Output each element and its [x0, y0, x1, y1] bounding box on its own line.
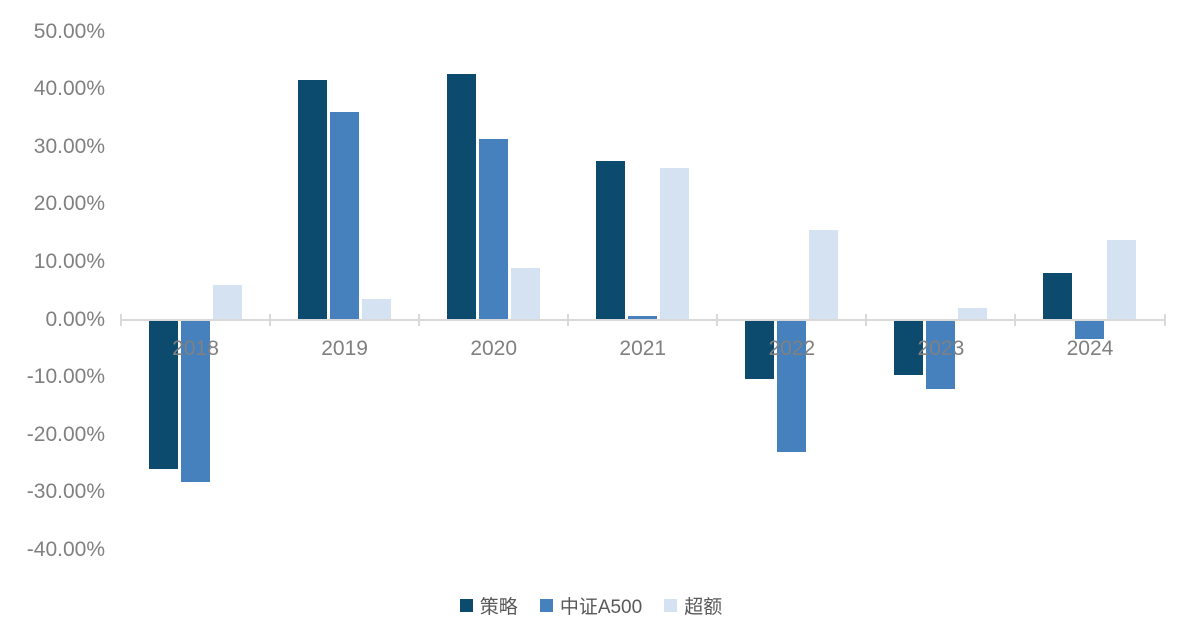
legend-item-csi-a500: 中证A500 — [539, 592, 643, 619]
bar-s0-2023 — [894, 319, 924, 375]
y-axis-tick-label: 50.00% — [33, 19, 105, 43]
bar-s2-2021 — [660, 168, 690, 320]
bar-s1-2021 — [628, 316, 658, 320]
x-axis-category-label: 2018 — [172, 337, 219, 360]
bar-s2-2018 — [213, 284, 243, 320]
bar-s2-2023 — [958, 307, 988, 320]
bar-s0-2018 — [149, 319, 179, 469]
y-axis-tick-label: 0.00% — [45, 307, 105, 331]
bar-s1-2024 — [1075, 319, 1105, 339]
bar-s0-2019 — [298, 80, 328, 320]
y-axis-tick-label: 20.00% — [33, 192, 105, 216]
legend-label-strategy: 策略 — [479, 597, 518, 618]
bar-s2-2019 — [362, 299, 392, 320]
y-axis-tick-label: 30.00% — [33, 134, 105, 158]
y-axis-tick-label: -40.00% — [26, 537, 105, 561]
x-axis-category-label: 2021 — [619, 337, 667, 360]
x-axis-tick — [1163, 313, 1166, 326]
legend-swatch-excess — [664, 599, 678, 612]
y-axis-tick-label: -20.00% — [26, 422, 105, 446]
x-axis-category-label: 2019 — [321, 337, 368, 360]
chart-legend: 策略 中证A500 超额 — [0, 592, 1182, 619]
x-axis-category-label: 2023 — [917, 337, 965, 360]
bar-s2-2020 — [511, 267, 541, 320]
legend-label-excess: 超额 — [684, 597, 723, 618]
y-axis-tick-label: 40.00% — [33, 77, 105, 101]
y-axis-tick-label: -10.00% — [26, 365, 105, 389]
bar-s1-2019 — [330, 111, 360, 320]
x-axis-category-label: 2024 — [1066, 337, 1114, 360]
bar-s1-2023 — [926, 319, 956, 389]
x-axis-category-label: 2020 — [470, 337, 518, 360]
y-axis-tick-label: -30.00% — [26, 480, 105, 504]
bar-s2-2022 — [809, 230, 839, 320]
bar-s0-2024 — [1043, 273, 1073, 320]
bar-s1-2018 — [181, 319, 211, 482]
x-axis-category-label: 2022 — [768, 337, 816, 360]
legend-swatch-strategy — [459, 599, 473, 612]
bar-s0-2022 — [745, 319, 775, 380]
legend-label-csi-a500: 中证A500 — [559, 597, 643, 618]
bar-s2-2024 — [1107, 240, 1137, 320]
bar-s1-2020 — [479, 139, 509, 320]
x-axis-line — [121, 318, 1165, 321]
y-axis-tick-label: 10.00% — [33, 249, 105, 273]
bar-s0-2020 — [447, 73, 477, 320]
legend-item-excess: 超额 — [664, 592, 722, 619]
legend-swatch-csi-a500 — [539, 599, 553, 612]
legend-item-strategy: 策略 — [459, 592, 518, 619]
bar-s1-2022 — [777, 319, 807, 452]
bar-s0-2021 — [596, 161, 626, 320]
